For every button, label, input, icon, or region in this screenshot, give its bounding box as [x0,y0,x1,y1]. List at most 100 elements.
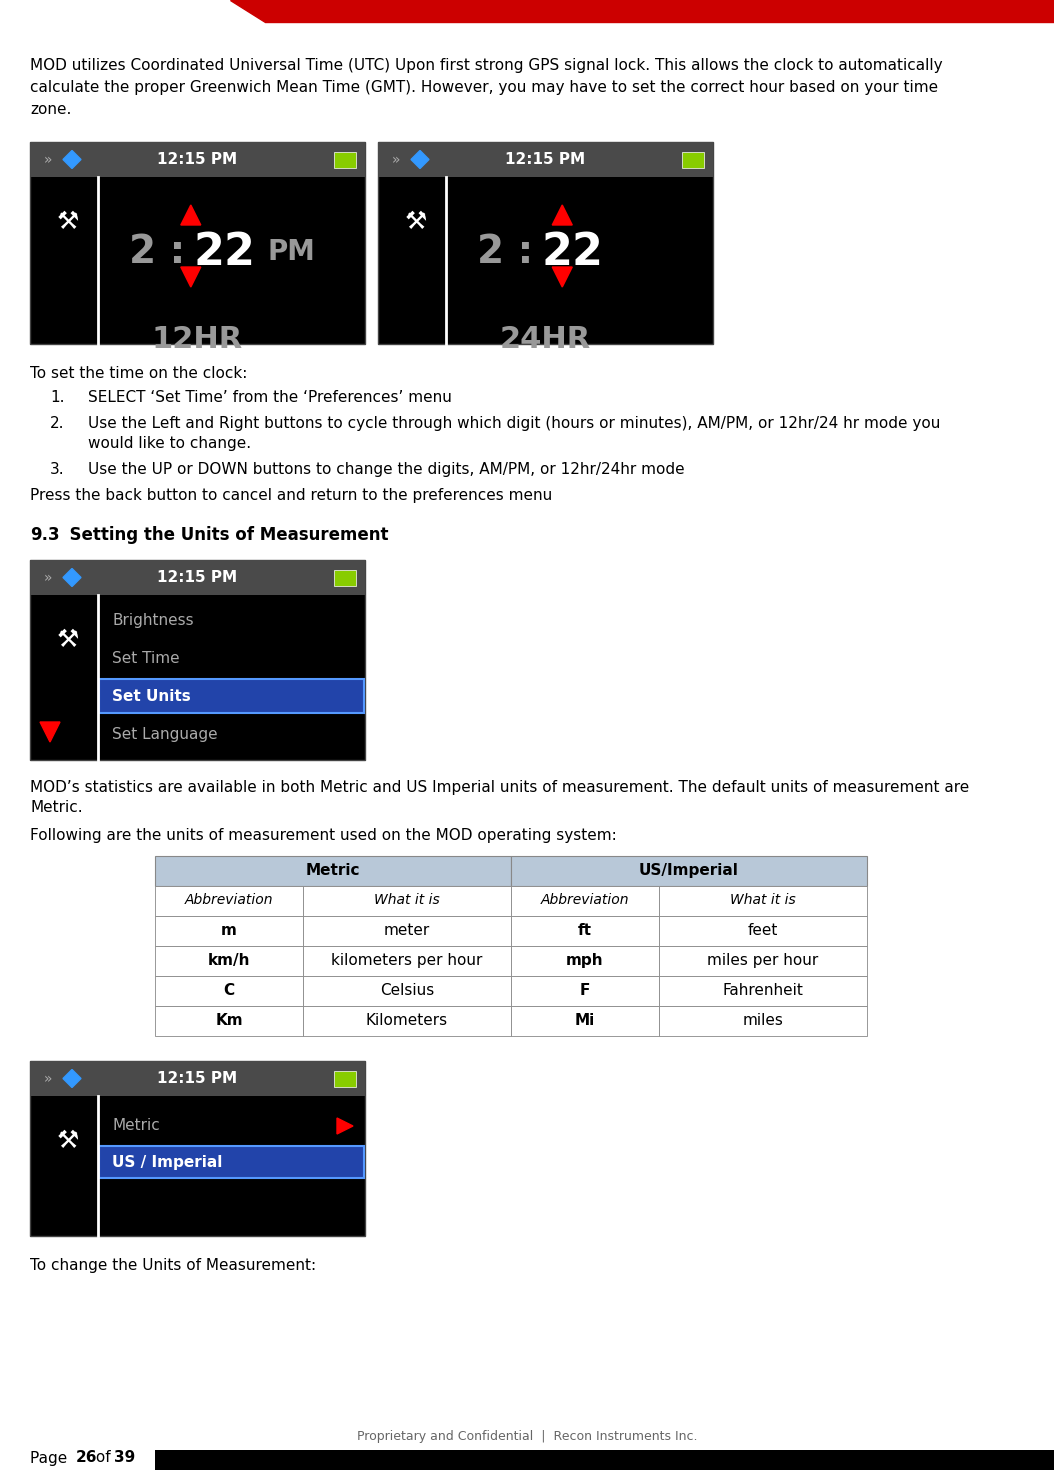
FancyBboxPatch shape [30,1061,365,1236]
Polygon shape [411,150,429,169]
Text: F: F [580,983,590,998]
Text: US / Imperial: US / Imperial [112,1154,222,1170]
FancyBboxPatch shape [155,976,302,1005]
Text: 2.: 2. [50,416,64,431]
Text: zone.: zone. [30,101,72,118]
Text: 1.: 1. [50,390,64,406]
Text: kilometers per hour: kilometers per hour [331,953,483,969]
Text: km/h: km/h [208,953,250,969]
Text: 2 :: 2 : [477,234,533,270]
Polygon shape [230,0,1054,22]
Text: 12HR: 12HR [152,325,243,353]
Text: Press the back button to cancel and return to the preferences menu: Press the back button to cancel and retu… [30,488,552,503]
FancyBboxPatch shape [659,1005,867,1036]
Text: Mi: Mi [574,1013,596,1028]
Text: Metric: Metric [306,863,360,878]
Text: 12:15 PM: 12:15 PM [506,151,586,168]
FancyBboxPatch shape [511,1005,659,1036]
FancyBboxPatch shape [30,560,365,760]
Polygon shape [552,268,572,287]
Text: »: » [44,153,53,166]
Text: ⚒: ⚒ [405,210,427,234]
Text: PM: PM [268,238,315,266]
Text: »: » [44,570,53,585]
Text: calculate the proper Greenwich Mean Time (GMT). However, you may have to set the: calculate the proper Greenwich Mean Time… [30,79,938,96]
Text: C: C [223,983,235,998]
FancyBboxPatch shape [378,143,713,176]
Polygon shape [63,1070,81,1088]
FancyBboxPatch shape [511,916,659,947]
Text: 39: 39 [114,1451,135,1466]
Text: US/Imperial: US/Imperial [639,863,739,878]
Text: Use the Left and Right buttons to cycle through which digit (hours or minutes), : Use the Left and Right buttons to cycle … [87,416,940,431]
FancyBboxPatch shape [659,916,867,947]
FancyBboxPatch shape [511,856,867,886]
FancyBboxPatch shape [302,1005,511,1036]
FancyBboxPatch shape [155,947,302,976]
FancyBboxPatch shape [682,151,704,168]
Text: 9.3: 9.3 [30,526,60,544]
FancyBboxPatch shape [302,916,511,947]
Text: 12:15 PM: 12:15 PM [157,151,237,168]
Text: To set the time on the clock:: To set the time on the clock: [30,366,248,381]
Text: Following are the units of measurement used on the MOD operating system:: Following are the units of measurement u… [30,828,617,842]
FancyBboxPatch shape [155,916,302,947]
Polygon shape [63,150,81,169]
Text: What it is: What it is [374,892,440,907]
Text: Fahrenheit: Fahrenheit [723,983,803,998]
Text: »: » [44,1072,53,1085]
FancyBboxPatch shape [30,1061,365,1097]
FancyBboxPatch shape [302,886,511,916]
Text: ⚒: ⚒ [57,628,79,653]
Polygon shape [552,204,572,225]
Text: Abbreviation: Abbreviation [184,892,273,907]
FancyBboxPatch shape [99,1147,364,1177]
Polygon shape [63,569,81,587]
FancyBboxPatch shape [378,143,713,344]
Text: 12:15 PM: 12:15 PM [157,570,237,585]
Text: 2 :: 2 : [130,234,186,270]
Text: Kilometers: Kilometers [366,1013,448,1028]
FancyBboxPatch shape [511,886,659,916]
Text: ft: ft [578,923,592,938]
Text: meter: meter [384,923,430,938]
Polygon shape [40,722,60,742]
Text: »: » [392,153,401,166]
Text: To change the Units of Measurement:: To change the Units of Measurement: [30,1258,316,1273]
Text: MOD utilizes Coordinated Universal Time (UTC) Upon first strong GPS signal lock.: MOD utilizes Coordinated Universal Time … [30,57,942,74]
Text: Setting the Units of Measurement: Setting the Units of Measurement [58,526,389,544]
Text: Metric: Metric [112,1119,160,1133]
Text: Brightness: Brightness [112,613,194,628]
Text: Metric.: Metric. [30,800,82,814]
FancyBboxPatch shape [30,560,365,595]
Text: would like to change.: would like to change. [87,437,251,451]
Text: miles per hour: miles per hour [707,953,819,969]
Text: 24HR: 24HR [500,325,591,353]
Text: m: m [221,923,237,938]
FancyBboxPatch shape [659,886,867,916]
FancyBboxPatch shape [99,679,364,713]
Text: ⚒: ⚒ [57,210,79,234]
Text: 26: 26 [76,1451,98,1466]
Text: of: of [91,1451,116,1466]
FancyBboxPatch shape [302,947,511,976]
Polygon shape [337,1119,353,1133]
Text: miles: miles [743,1013,783,1028]
Text: mph: mph [566,953,604,969]
FancyBboxPatch shape [511,976,659,1005]
Text: Set Units: Set Units [112,688,191,704]
Text: 12:15 PM: 12:15 PM [157,1072,237,1086]
Text: Km: Km [215,1013,242,1028]
FancyBboxPatch shape [155,856,511,886]
Text: Set Language: Set Language [112,726,217,741]
Text: Set Time: Set Time [112,651,179,666]
Text: 3.: 3. [50,462,64,476]
Text: Proprietary and Confidential  |  Recon Instruments Inc.: Proprietary and Confidential | Recon Ins… [356,1430,698,1444]
Text: SELECT ‘Set Time’ from the ‘Preferences’ menu: SELECT ‘Set Time’ from the ‘Preferences’… [87,390,452,406]
Text: Page: Page [30,1451,72,1466]
Text: MOD’s statistics are available in both Metric and US Imperial units of measureme: MOD’s statistics are available in both M… [30,781,970,795]
Text: ⚒: ⚒ [57,1129,79,1152]
FancyBboxPatch shape [659,976,867,1005]
Text: 22: 22 [193,231,255,273]
Text: Abbreviation: Abbreviation [541,892,629,907]
